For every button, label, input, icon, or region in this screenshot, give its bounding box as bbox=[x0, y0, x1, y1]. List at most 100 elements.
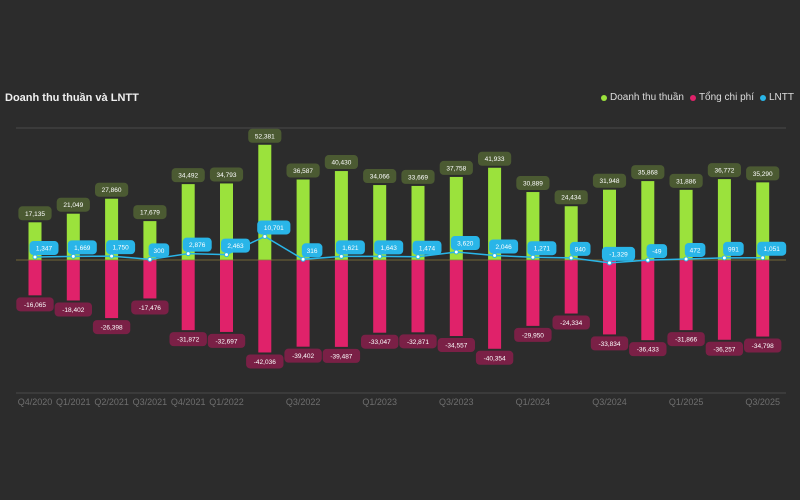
cost-bar[interactable] bbox=[373, 260, 387, 333]
revenue-bar[interactable] bbox=[334, 171, 348, 260]
revenue-bar[interactable] bbox=[641, 181, 655, 260]
svg-text:31,948: 31,948 bbox=[600, 178, 620, 185]
legend-item-revenue[interactable]: Doanh thu thuần bbox=[601, 92, 684, 103]
svg-text:-32,697: -32,697 bbox=[215, 338, 237, 345]
revenue-bar[interactable] bbox=[258, 144, 272, 260]
cost-data-label: -42,036 bbox=[246, 354, 284, 369]
revenue-bar[interactable] bbox=[679, 189, 693, 260]
profit-data-label: 1,474 bbox=[412, 240, 442, 255]
svg-text:1,643: 1,643 bbox=[381, 245, 398, 252]
profit-data-label: 10,701 bbox=[257, 220, 291, 235]
svg-text:-24,334: -24,334 bbox=[560, 320, 582, 327]
cost-bar[interactable] bbox=[679, 260, 693, 331]
svg-text:-33,047: -33,047 bbox=[369, 339, 391, 346]
profit-point[interactable] bbox=[683, 256, 689, 262]
profit-point[interactable] bbox=[185, 251, 191, 257]
legend-item-profit[interactable]: LNTT bbox=[760, 92, 794, 103]
svg-text:-34,798: -34,798 bbox=[752, 343, 774, 350]
cost-data-label: -34,798 bbox=[744, 338, 782, 353]
profit-point[interactable] bbox=[530, 254, 536, 260]
x-tick-label: Q1/2024 bbox=[516, 397, 551, 407]
svg-text:36,772: 36,772 bbox=[714, 168, 734, 175]
svg-text:35,868: 35,868 bbox=[638, 170, 658, 177]
cost-bar[interactable] bbox=[488, 260, 502, 349]
profit-point[interactable] bbox=[32, 254, 38, 260]
revenue-bar[interactable] bbox=[717, 179, 731, 260]
svg-text:1,474: 1,474 bbox=[419, 245, 436, 252]
cost-bar[interactable] bbox=[334, 260, 348, 347]
cost-data-label: -16,065 bbox=[16, 297, 54, 312]
profit-point[interactable] bbox=[300, 256, 306, 262]
revenue-bar[interactable] bbox=[603, 189, 616, 260]
revenue-bar[interactable] bbox=[296, 179, 310, 260]
cost-bar[interactable] bbox=[28, 260, 42, 296]
cost-bar[interactable] bbox=[181, 260, 195, 331]
cost-data-label: -39,487 bbox=[322, 348, 361, 363]
cost-bar[interactable] bbox=[220, 260, 233, 332]
profit-data-label: 1,669 bbox=[67, 240, 97, 255]
profit-point[interactable] bbox=[262, 233, 268, 239]
cost-bar[interactable] bbox=[564, 260, 578, 314]
svg-text:35,290: 35,290 bbox=[753, 171, 773, 178]
revenue-data-label: 41,933 bbox=[478, 151, 512, 166]
svg-text:52,381: 52,381 bbox=[255, 133, 275, 140]
revenue-data-label: 36,587 bbox=[286, 163, 320, 178]
profit-point[interactable] bbox=[147, 256, 153, 262]
profit-data-label: 1,621 bbox=[335, 240, 365, 255]
profit-point[interactable] bbox=[492, 252, 498, 258]
cost-bar[interactable] bbox=[717, 260, 731, 340]
cost-data-label: -18,402 bbox=[54, 302, 92, 317]
profit-point[interactable] bbox=[760, 255, 766, 261]
profit-data-label: 2,046 bbox=[489, 239, 519, 254]
x-tick-label: Q1/2022 bbox=[209, 397, 244, 407]
cost-data-label: -40,354 bbox=[475, 350, 514, 365]
svg-text:-39,402: -39,402 bbox=[292, 353, 314, 360]
profit-point[interactable] bbox=[415, 254, 421, 260]
profit-data-label: 2,463 bbox=[221, 238, 250, 253]
cost-bar[interactable] bbox=[756, 260, 770, 337]
revenue-data-label: 17,679 bbox=[133, 205, 167, 220]
legend-dot-icon bbox=[601, 94, 607, 101]
svg-text:10,701: 10,701 bbox=[264, 225, 284, 232]
profit-point[interactable] bbox=[338, 253, 344, 259]
cost-data-label: -17,476 bbox=[131, 300, 169, 315]
profit-data-label: 1,643 bbox=[374, 240, 404, 255]
revenue-bar[interactable] bbox=[756, 182, 770, 260]
profit-point[interactable] bbox=[109, 253, 115, 259]
svg-text:30,889: 30,889 bbox=[523, 181, 543, 188]
svg-text:41,933: 41,933 bbox=[485, 156, 505, 163]
cost-bar[interactable] bbox=[449, 260, 463, 337]
profit-point[interactable] bbox=[721, 255, 727, 261]
cost-bar[interactable] bbox=[603, 260, 616, 335]
legend-item-cost[interactable]: Tổng chi phí bbox=[689, 92, 754, 103]
profit-point[interactable] bbox=[377, 253, 383, 259]
svg-text:2,463: 2,463 bbox=[227, 243, 244, 250]
cost-bar[interactable] bbox=[66, 260, 80, 301]
svg-text:27,860: 27,860 bbox=[102, 187, 122, 194]
cost-bar[interactable] bbox=[143, 260, 157, 299]
svg-text:24,434: 24,434 bbox=[561, 195, 581, 202]
cost-bar[interactable] bbox=[526, 260, 540, 326]
cost-bar[interactable] bbox=[641, 260, 655, 341]
profit-data-label: 472 bbox=[684, 242, 706, 257]
cost-bar[interactable] bbox=[411, 260, 425, 333]
profit-point[interactable] bbox=[453, 249, 459, 255]
cost-bar[interactable] bbox=[296, 260, 310, 347]
svg-text:-36,433: -36,433 bbox=[637, 347, 659, 354]
svg-text:-33,834: -33,834 bbox=[598, 341, 620, 348]
profit-point[interactable] bbox=[607, 260, 612, 266]
revenue-data-label: 52,381 bbox=[248, 128, 282, 143]
profit-point[interactable] bbox=[70, 253, 76, 259]
cost-bar[interactable] bbox=[105, 260, 119, 319]
svg-text:-26,398: -26,398 bbox=[101, 325, 123, 332]
revenue-data-label: 21,049 bbox=[56, 197, 90, 212]
svg-text:-39,487: -39,487 bbox=[330, 353, 352, 360]
profit-point[interactable] bbox=[645, 257, 651, 263]
revenue-bar[interactable] bbox=[488, 167, 502, 260]
revenue-data-label: 34,793 bbox=[209, 167, 244, 182]
profit-point[interactable] bbox=[568, 255, 574, 261]
profit-point[interactable] bbox=[224, 252, 229, 258]
x-tick-label: Q3/2021 bbox=[133, 397, 168, 407]
revenue-data-label: 34,492 bbox=[171, 168, 205, 183]
cost-bar[interactable] bbox=[258, 260, 272, 353]
